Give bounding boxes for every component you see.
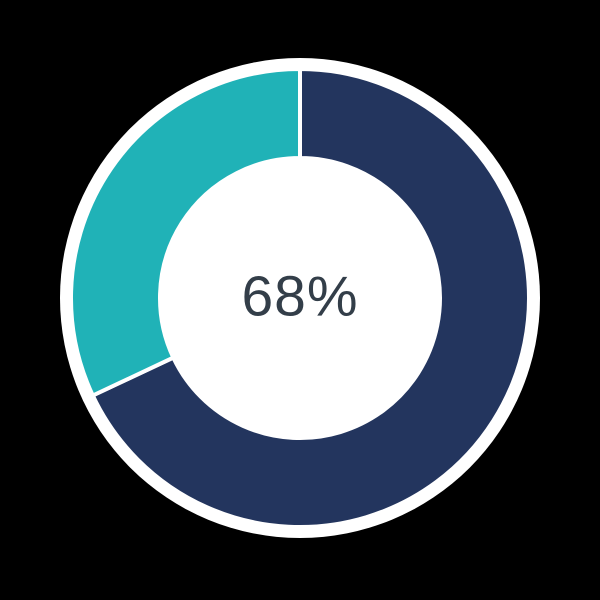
donut-center-label: 68% — [241, 264, 359, 329]
donut-slice-teal-segment — [69, 66, 302, 399]
donut-slice-navy-segment — [90, 66, 531, 529]
